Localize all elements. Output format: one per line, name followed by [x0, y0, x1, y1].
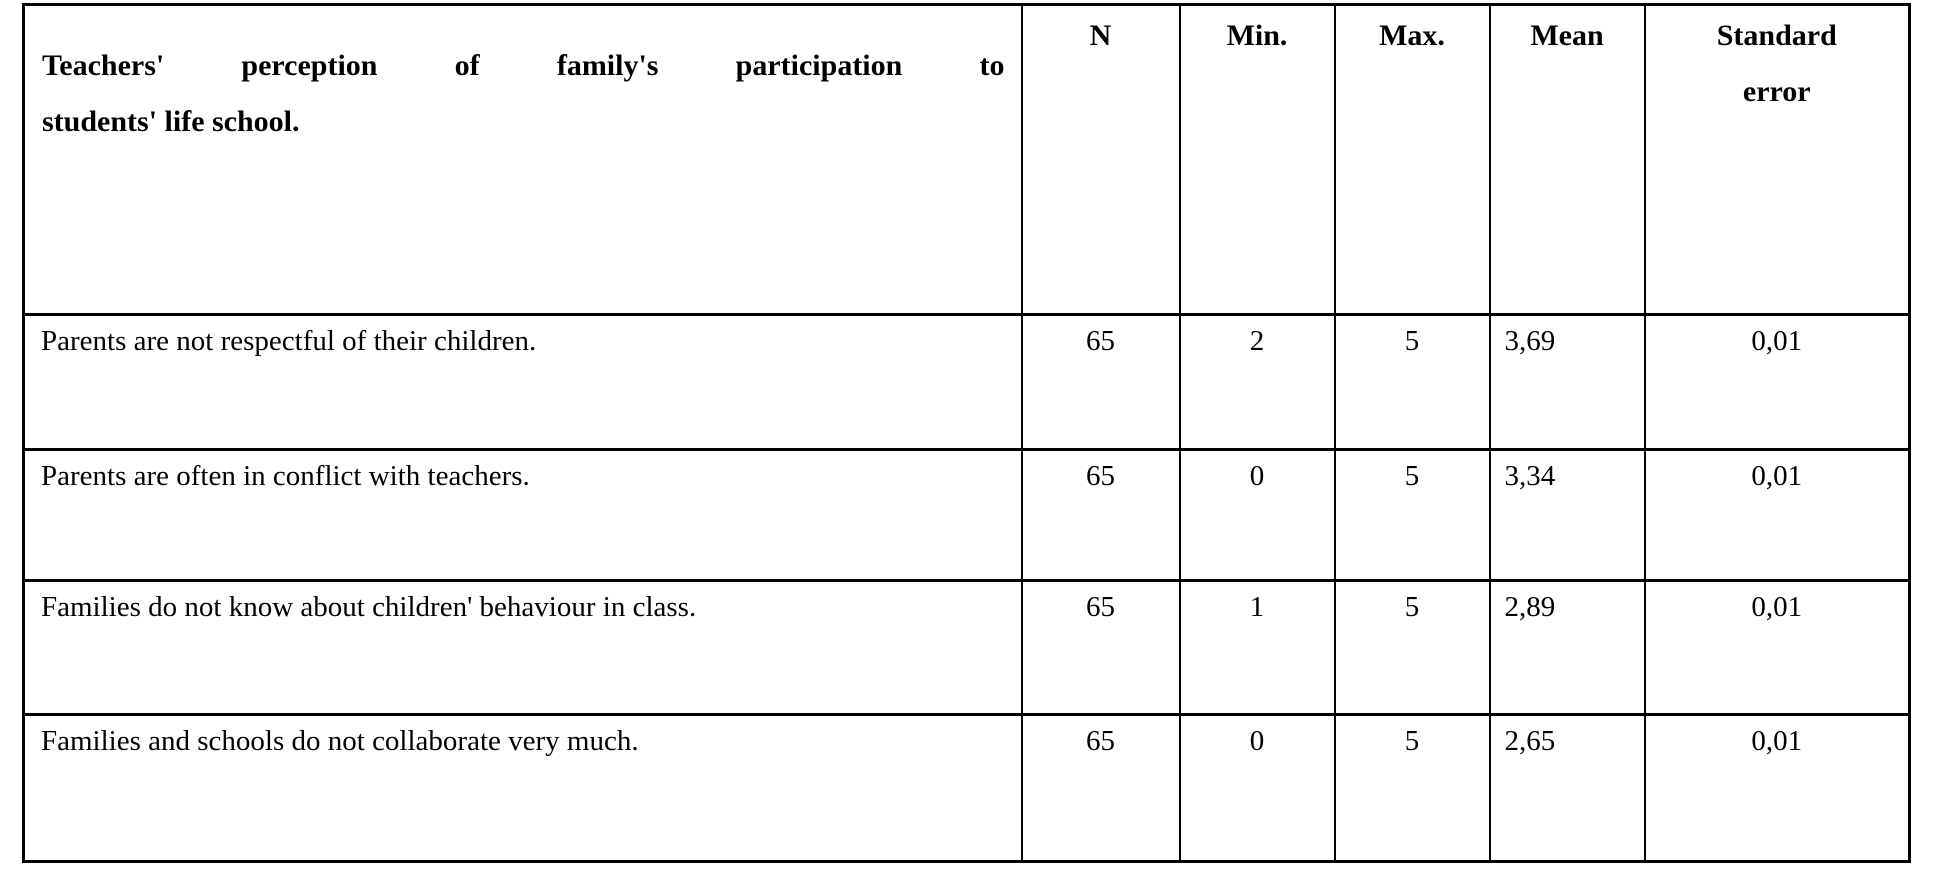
statistics-table: Teachers' perception of family's partici… — [22, 3, 1911, 863]
table-title-line-2: students' life school. — [42, 104, 300, 138]
row-label-cell: Families and schools do not collaborate … — [22, 713, 1023, 863]
table-title-cell: Teachers' perception of family's partici… — [22, 3, 1023, 316]
standard-error-header-label: Standard error — [1716, 19, 1837, 108]
n-value-cell: 65 — [1020, 448, 1181, 582]
n-value-cell: 65 — [1020, 313, 1181, 451]
table-row: Parents are not respectful of their chil… — [22, 313, 1911, 451]
n-value-cell: 65 — [1020, 713, 1181, 863]
min-value-cell: 0 — [1178, 713, 1336, 863]
table-row: Families do not know about children' beh… — [22, 579, 1911, 716]
n-value-cell: 65 — [1020, 579, 1181, 716]
mean-value-cell: 2,65 — [1488, 713, 1646, 863]
standard-error-value-cell: 0,01 — [1643, 448, 1911, 582]
min-value-cell: 2 — [1178, 313, 1336, 451]
row-label-cell: Parents are not respectful of their chil… — [22, 313, 1023, 451]
table-row: Parents are often in conflict with teach… — [22, 448, 1911, 582]
standard-error-value-cell: 0,01 — [1643, 313, 1911, 451]
column-header-min: Min. — [1178, 3, 1336, 316]
table-row: Families and schools do not collaborate … — [22, 713, 1911, 863]
column-header-standard-error: Standard error — [1643, 3, 1911, 316]
column-header-n: N — [1020, 3, 1181, 316]
table-header-row: Teachers' perception of family's partici… — [22, 3, 1911, 316]
max-value-cell: 5 — [1333, 713, 1491, 863]
min-value-cell: 0 — [1178, 448, 1336, 582]
max-value-cell: 5 — [1333, 313, 1491, 451]
max-value-cell: 5 — [1333, 448, 1491, 582]
row-label-cell: Parents are often in conflict with teach… — [22, 448, 1023, 582]
row-label-cell: Families do not know about children' beh… — [22, 579, 1023, 716]
standard-error-value-cell: 0,01 — [1643, 713, 1911, 863]
mean-value-cell: 2,89 — [1488, 579, 1646, 716]
column-header-mean: Mean — [1488, 3, 1646, 316]
table-title-line-1: Teachers' perception of family's partici… — [42, 49, 1005, 82]
column-header-max: Max. — [1333, 3, 1491, 316]
mean-value-cell: 3,69 — [1488, 313, 1646, 451]
min-value-cell: 1 — [1178, 579, 1336, 716]
mean-value-cell: 3,34 — [1488, 448, 1646, 582]
max-value-cell: 5 — [1333, 579, 1491, 716]
standard-error-value-cell: 0,01 — [1643, 579, 1911, 716]
